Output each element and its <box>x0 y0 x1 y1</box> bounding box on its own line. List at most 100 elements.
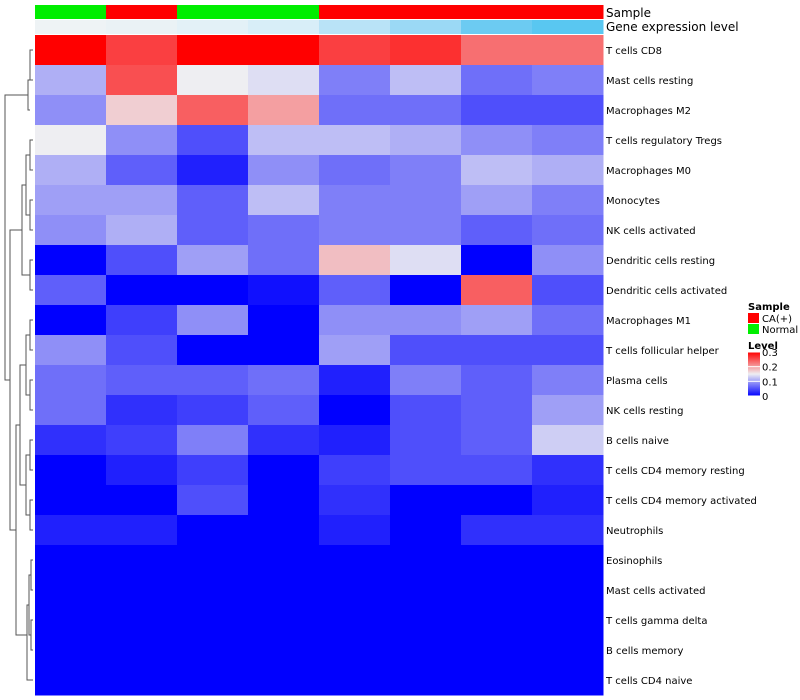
heatmap-cell <box>177 485 249 516</box>
heatmap-cell <box>532 335 604 366</box>
heatmap-cell <box>461 305 533 336</box>
dendrogram-branch <box>29 439 33 471</box>
heatmap-cell <box>390 635 462 666</box>
heatmap-cell <box>106 485 178 516</box>
legend-sample-item: Normal <box>762 325 798 336</box>
heatmap-cell <box>461 455 533 486</box>
row-label: T cells gamma delta <box>605 616 707 627</box>
row-label: Macrophages M1 <box>606 316 691 327</box>
expression-annotation-cell <box>35 20 107 34</box>
row-label: Macrophages M0 <box>606 166 691 177</box>
heatmap-cell <box>461 35 533 66</box>
heatmap-cell <box>461 95 533 126</box>
heatmap-cell <box>461 635 533 666</box>
heatmap-cell <box>248 305 320 336</box>
heatmap-cell <box>177 125 249 156</box>
row-label: Dendritic cells resting <box>606 256 715 267</box>
row-label: T cells CD4 naive <box>605 676 692 687</box>
heatmap-cell <box>461 365 533 396</box>
heatmap-cell <box>390 425 462 456</box>
row-label: Plasma cells <box>606 376 668 387</box>
heatmap-cell <box>248 425 320 456</box>
dendrogram-branch <box>25 334 30 396</box>
heatmap-cell <box>106 515 178 546</box>
expression-annotation-cell <box>319 20 391 34</box>
heatmap-cell <box>106 635 178 666</box>
expression-annotation-cell <box>177 20 249 34</box>
heatmap-cell <box>35 215 107 246</box>
heatmap-cell <box>319 665 391 696</box>
heatmap-cell <box>319 335 391 366</box>
heatmap-cell <box>35 35 107 66</box>
heatmap-cell <box>319 485 391 516</box>
dendrogram-branch <box>19 364 26 486</box>
heatmap-cell <box>532 185 604 216</box>
row-label: Mast cells activated <box>606 586 705 597</box>
heatmap-cell <box>319 455 391 486</box>
heatmap-cell <box>390 95 462 126</box>
heatmap-cell <box>106 425 178 456</box>
heatmap-cell <box>177 605 249 636</box>
heatmap-cell <box>35 665 107 696</box>
legend-sample-item: CA(+) <box>762 314 792 325</box>
heatmap-cell <box>248 215 320 246</box>
heatmap-cell <box>106 605 178 636</box>
heatmap-cell <box>248 395 320 426</box>
heatmap-cell <box>177 185 249 216</box>
heatmap-cell <box>248 365 320 396</box>
legend-tick-label: 0.2 <box>762 363 778 374</box>
sample-annotation-cell <box>177 5 249 19</box>
dendrogram-branch <box>25 154 30 216</box>
dendrogram-branch <box>29 139 33 171</box>
row-label: T cells follicular helper <box>605 346 720 357</box>
heatmap-cell <box>106 65 178 96</box>
sample-annotation-cell <box>390 5 462 19</box>
heatmap-cell <box>461 395 533 426</box>
row-label: Dendritic cells activated <box>606 286 727 297</box>
heatmap-cell <box>532 275 604 306</box>
sample-annotation-cell <box>106 5 178 19</box>
sample-annotation-cell <box>532 5 604 19</box>
row-label: B cells naive <box>606 436 669 447</box>
heatmap-cell <box>248 635 320 666</box>
row-label: Eosinophils <box>606 556 662 567</box>
row-label: B cells memory <box>606 646 683 657</box>
heatmap-cell <box>106 95 178 126</box>
heatmap-cell <box>106 125 178 156</box>
row-label: NK cells resting <box>606 406 683 417</box>
heatmap-cell <box>390 485 462 516</box>
legend-level-title: Level <box>748 341 778 352</box>
row-dendrogram <box>4 49 33 681</box>
heatmap-cell <box>461 65 533 96</box>
heatmap-cell <box>177 275 249 306</box>
row-labels: T cells CD8 Mast cells resting Macrophages… <box>605 46 757 687</box>
heatmap-cell <box>106 575 178 606</box>
heatmap-cell <box>177 545 249 576</box>
expression-annotation-cell <box>248 20 320 34</box>
heatmap-cell <box>319 515 391 546</box>
dendrogram-branch <box>30 559 33 591</box>
heatmap-cell <box>390 575 462 606</box>
heatmap-cell <box>35 635 107 666</box>
heatmap-cell <box>248 35 320 66</box>
heatmap-cell <box>106 185 178 216</box>
heatmap-cell <box>177 365 249 396</box>
heatmap-cell <box>35 245 107 276</box>
heatmap-cell <box>390 185 462 216</box>
heatmap-cell <box>177 35 249 66</box>
heatmap-cell <box>35 155 107 186</box>
heatmap-cell <box>35 395 107 426</box>
heatmap-cell <box>248 275 320 306</box>
dendrogram-branch <box>27 79 30 111</box>
heatmap-cells <box>35 35 604 696</box>
heatmap-cell <box>106 365 178 396</box>
heatmap-cell <box>461 575 533 606</box>
dendrogram-branch <box>15 424 27 636</box>
heatmap-cell <box>177 455 249 486</box>
heatmap-cell <box>248 605 320 636</box>
row-label: T cells regulatory Tregs <box>605 136 722 147</box>
legend-swatch <box>748 324 759 334</box>
heatmap-cell <box>106 155 178 186</box>
row-label: NK cells activated <box>606 226 696 237</box>
heatmap-cell <box>319 245 391 276</box>
